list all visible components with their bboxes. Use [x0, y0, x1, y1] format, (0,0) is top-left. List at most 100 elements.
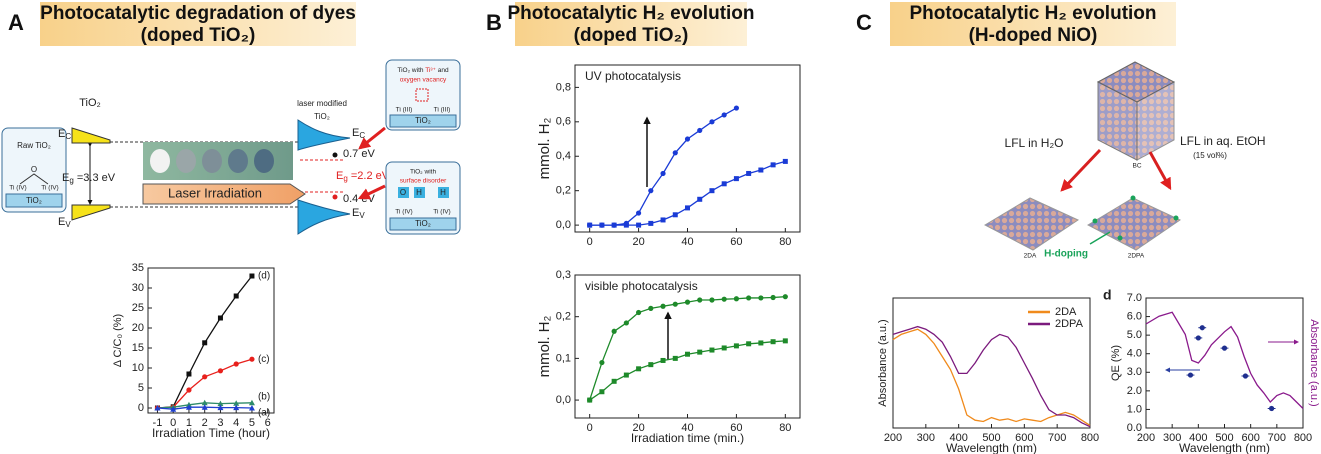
x-tick-label: 300 — [917, 432, 935, 444]
h-atom — [1130, 195, 1136, 201]
marker — [684, 136, 691, 142]
x-tick-label: 800 — [1081, 432, 1099, 444]
label: TiO₂ — [79, 97, 101, 109]
label: TiO₂ — [415, 219, 431, 228]
series-label: (b) — [258, 391, 270, 402]
atom-box — [398, 187, 409, 198]
atom: Ti (III) — [396, 107, 413, 114]
base — [389, 114, 457, 128]
marker — [623, 320, 629, 326]
atom: Ti (IV) — [9, 185, 26, 192]
x-tick-label: 300 — [1163, 432, 1181, 444]
title-box — [40, 2, 356, 46]
marker — [217, 404, 224, 411]
series-label: (d) — [258, 271, 270, 282]
y-tick-label: 0.0 — [1127, 422, 1142, 434]
x-tick-label: 600 — [1241, 432, 1259, 444]
y-tick-label: 0,6 — [556, 116, 571, 128]
label: TiO₂ — [314, 112, 330, 121]
state — [332, 194, 338, 200]
annotation: UV photocatalysis — [585, 69, 681, 83]
marker — [248, 399, 255, 406]
label: Laser Irradiation — [168, 185, 262, 200]
x-tick-label: 60 — [730, 422, 742, 434]
label: Eg =2.2 eV — [336, 170, 390, 183]
base — [5, 193, 63, 208]
panel-title: Photocatalytic degradation of dyes — [40, 3, 356, 24]
marker — [623, 372, 629, 378]
marker — [770, 339, 776, 345]
atom: H — [440, 188, 446, 197]
panel-title: (H-doped NiO) — [969, 25, 1098, 46]
x-tick-label: 20 — [632, 236, 644, 248]
x-tick-label: 80 — [779, 422, 791, 434]
marker — [697, 349, 703, 355]
process-arrow — [1148, 151, 1172, 191]
x-tick-label: 400 — [1189, 432, 1207, 444]
marker — [1221, 345, 1228, 351]
marker — [233, 293, 239, 299]
marker — [201, 404, 208, 410]
x-tick-label: 0 — [587, 422, 593, 434]
series-line — [892, 328, 1091, 426]
marker — [697, 127, 703, 134]
marker — [648, 220, 654, 226]
plot-frame — [147, 267, 275, 414]
marker — [782, 338, 788, 344]
marker — [217, 315, 223, 321]
x-tick-label: 40 — [681, 422, 693, 434]
x-tick-label: 3 — [217, 417, 223, 429]
atom: Ti (IV) — [433, 209, 450, 216]
marker — [233, 404, 240, 411]
marker — [758, 167, 764, 173]
panel-label: d — [1103, 287, 1112, 303]
marker — [611, 378, 617, 384]
band — [297, 199, 351, 235]
vial — [202, 149, 222, 173]
y-tick-label: 0,0 — [556, 219, 571, 231]
series-line — [1145, 311, 1304, 409]
marker — [1199, 325, 1205, 331]
marker — [636, 222, 642, 228]
atom: Ti (IV) — [395, 209, 412, 216]
x-tick-label: 200 — [1137, 432, 1155, 444]
label: BC — [1132, 163, 1141, 170]
vial — [176, 149, 196, 173]
marker — [635, 309, 642, 316]
marker — [635, 210, 642, 216]
y-tick-label: 30 — [132, 282, 144, 294]
label: TiO₂ with Ti³⁺ and — [397, 67, 449, 74]
label: LFL in H₂O — [1005, 136, 1064, 150]
panel-letter: A — [8, 10, 24, 35]
marker — [202, 374, 208, 380]
x-tick-label: 500 — [1215, 432, 1233, 444]
y-tick-label: 0,8 — [556, 81, 571, 93]
marker — [721, 181, 727, 187]
marker — [233, 400, 240, 406]
state — [332, 152, 338, 158]
y-axis-label: Δ C/C₀ (%) — [112, 314, 124, 367]
y-tick-label: 5.0 — [1127, 329, 1142, 341]
vacancy — [415, 88, 429, 102]
marker — [782, 158, 788, 164]
label: TiO₂ — [415, 116, 431, 125]
laser-arrow — [142, 183, 306, 205]
h-atom — [1092, 218, 1098, 224]
y-tick-label: 15 — [132, 342, 144, 354]
marker — [587, 397, 593, 403]
label: H-doping — [1044, 249, 1088, 260]
marker — [186, 387, 192, 393]
label: 0.7 eV — [343, 148, 375, 160]
marker — [611, 222, 617, 228]
vial — [150, 149, 170, 173]
marker — [746, 295, 752, 301]
marker — [648, 362, 654, 368]
marker — [1269, 405, 1275, 412]
x-tick-label: 800 — [1294, 432, 1312, 444]
x-tick-label: 200 — [884, 432, 902, 444]
y-tick-label: 0,4 — [556, 150, 571, 162]
cube-face — [1136, 81, 1175, 161]
callout — [385, 59, 461, 131]
